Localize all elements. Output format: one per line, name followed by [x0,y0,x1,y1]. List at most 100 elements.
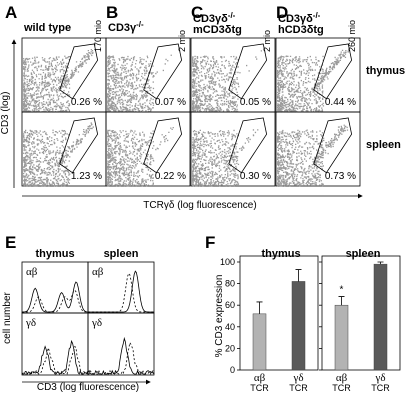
y-tick-label: 20 [225,343,235,353]
plot-frame [321,255,401,371]
gate [59,117,99,174]
cell-count: 2 mio [177,30,187,52]
dots [107,54,172,113]
column-title: wild type [23,22,71,34]
dots [192,129,259,187]
annotation: * [340,285,344,296]
gate [313,117,353,174]
histogram-curve [88,270,154,313]
panel-letter: D [276,3,288,22]
y-axis-label: CD3 (log) [0,92,11,135]
cell-count: 260 mio [347,20,357,52]
error-bar [295,269,302,282]
plot-frame [190,111,276,187]
title-superscript: -/- [228,11,236,20]
column-title: CD3γδ-/- [278,11,321,25]
x-tick-label: αβ [336,372,348,384]
title-text: CD3γδ [193,13,228,25]
bar [252,313,267,371]
x-axis-label: TCRγδ (log fluorescence) [143,200,256,211]
panel-letter: E [5,233,16,252]
panel-letter: B [106,3,118,22]
gate [228,43,268,100]
row-label: αβ [92,266,104,278]
gate [143,43,183,100]
x-axis-label: CD3 (log fluorescence) [37,382,139,393]
plot-frame [239,255,319,371]
column-title: CD3γ-/- [108,20,144,34]
percent-label: 0.26 % [71,97,102,108]
row-label: γδ [91,317,102,329]
title-text: CD3γ [108,22,137,34]
y-axis-label: % CD3 expression [214,275,225,358]
bar [334,304,349,371]
panel-letter: A [5,3,17,22]
x-tick-label: γδ [374,372,385,384]
gate [313,43,353,100]
row-label: thymus [366,65,405,77]
histogram-curve [88,272,154,313]
y-axis-label: cell number [2,291,13,343]
plot-frame [275,111,361,187]
panel-letter: F [205,233,215,252]
panel-letter: C [191,3,203,22]
row-label: γδ [25,317,36,329]
dots [192,50,262,113]
percent-label: 0.07 % [155,97,186,108]
histogram-curve [88,341,155,376]
dots [277,49,349,113]
histogram-curve [22,289,88,313]
x-tick-label: TCR [250,383,269,393]
dots [23,49,94,113]
error-bar [377,261,384,265]
dots [277,124,349,187]
y-tick-label: 40 [225,322,235,332]
title-text: mCD3δtg [193,24,242,36]
plot-frame [105,111,191,187]
histogram-curve [87,336,155,375]
title-text: CD3γδ [278,13,313,25]
histogram-curve [21,345,89,375]
cell-count: 170 mio [93,20,103,52]
error-bar [256,301,263,314]
y-tick-label: 0 [230,365,235,375]
x-tick-label: TCR [371,383,390,393]
gate [143,117,183,174]
error-bar [338,296,345,306]
x-tick-label: TCR [332,383,351,393]
title-text: wild type [23,22,71,34]
column-title: spleen [104,248,139,260]
y-tick-label: 60 [225,300,235,310]
row-label: spleen [366,139,401,151]
percent-label: 1.23 % [71,171,102,182]
dots [23,122,94,187]
title-superscript: -/- [136,20,144,29]
percent-label: 0.22 % [155,171,186,182]
bar [373,263,388,371]
gate [59,43,99,100]
y-tick-label: 80 [225,279,235,289]
column-title: mCD3δtg [193,24,242,36]
bar [291,281,306,371]
dots [107,127,174,187]
title-superscript: -/- [313,11,321,20]
plot-frame [87,312,155,376]
cell-count: 2 mio [262,30,272,52]
title-text: hCD3δtg [278,24,324,36]
y-tick-label: 100 [220,257,235,267]
chart-title: spleen [346,248,381,260]
column-title: thymus [35,248,74,260]
histogram-curve [22,339,89,375]
percent-label: 0.73 % [325,171,356,182]
row-label: αβ [26,266,38,278]
x-tick-label: γδ [292,372,303,384]
gate [228,117,268,174]
histogram-curve [22,281,89,313]
percent-label: 0.44 % [325,97,356,108]
column-title: CD3γδ-/- [193,11,236,25]
x-tick-label: αβ [254,372,266,384]
percent-label: 0.30 % [240,171,271,182]
column-title: hCD3δtg [278,24,324,36]
x-tick-label: TCR [289,383,308,393]
